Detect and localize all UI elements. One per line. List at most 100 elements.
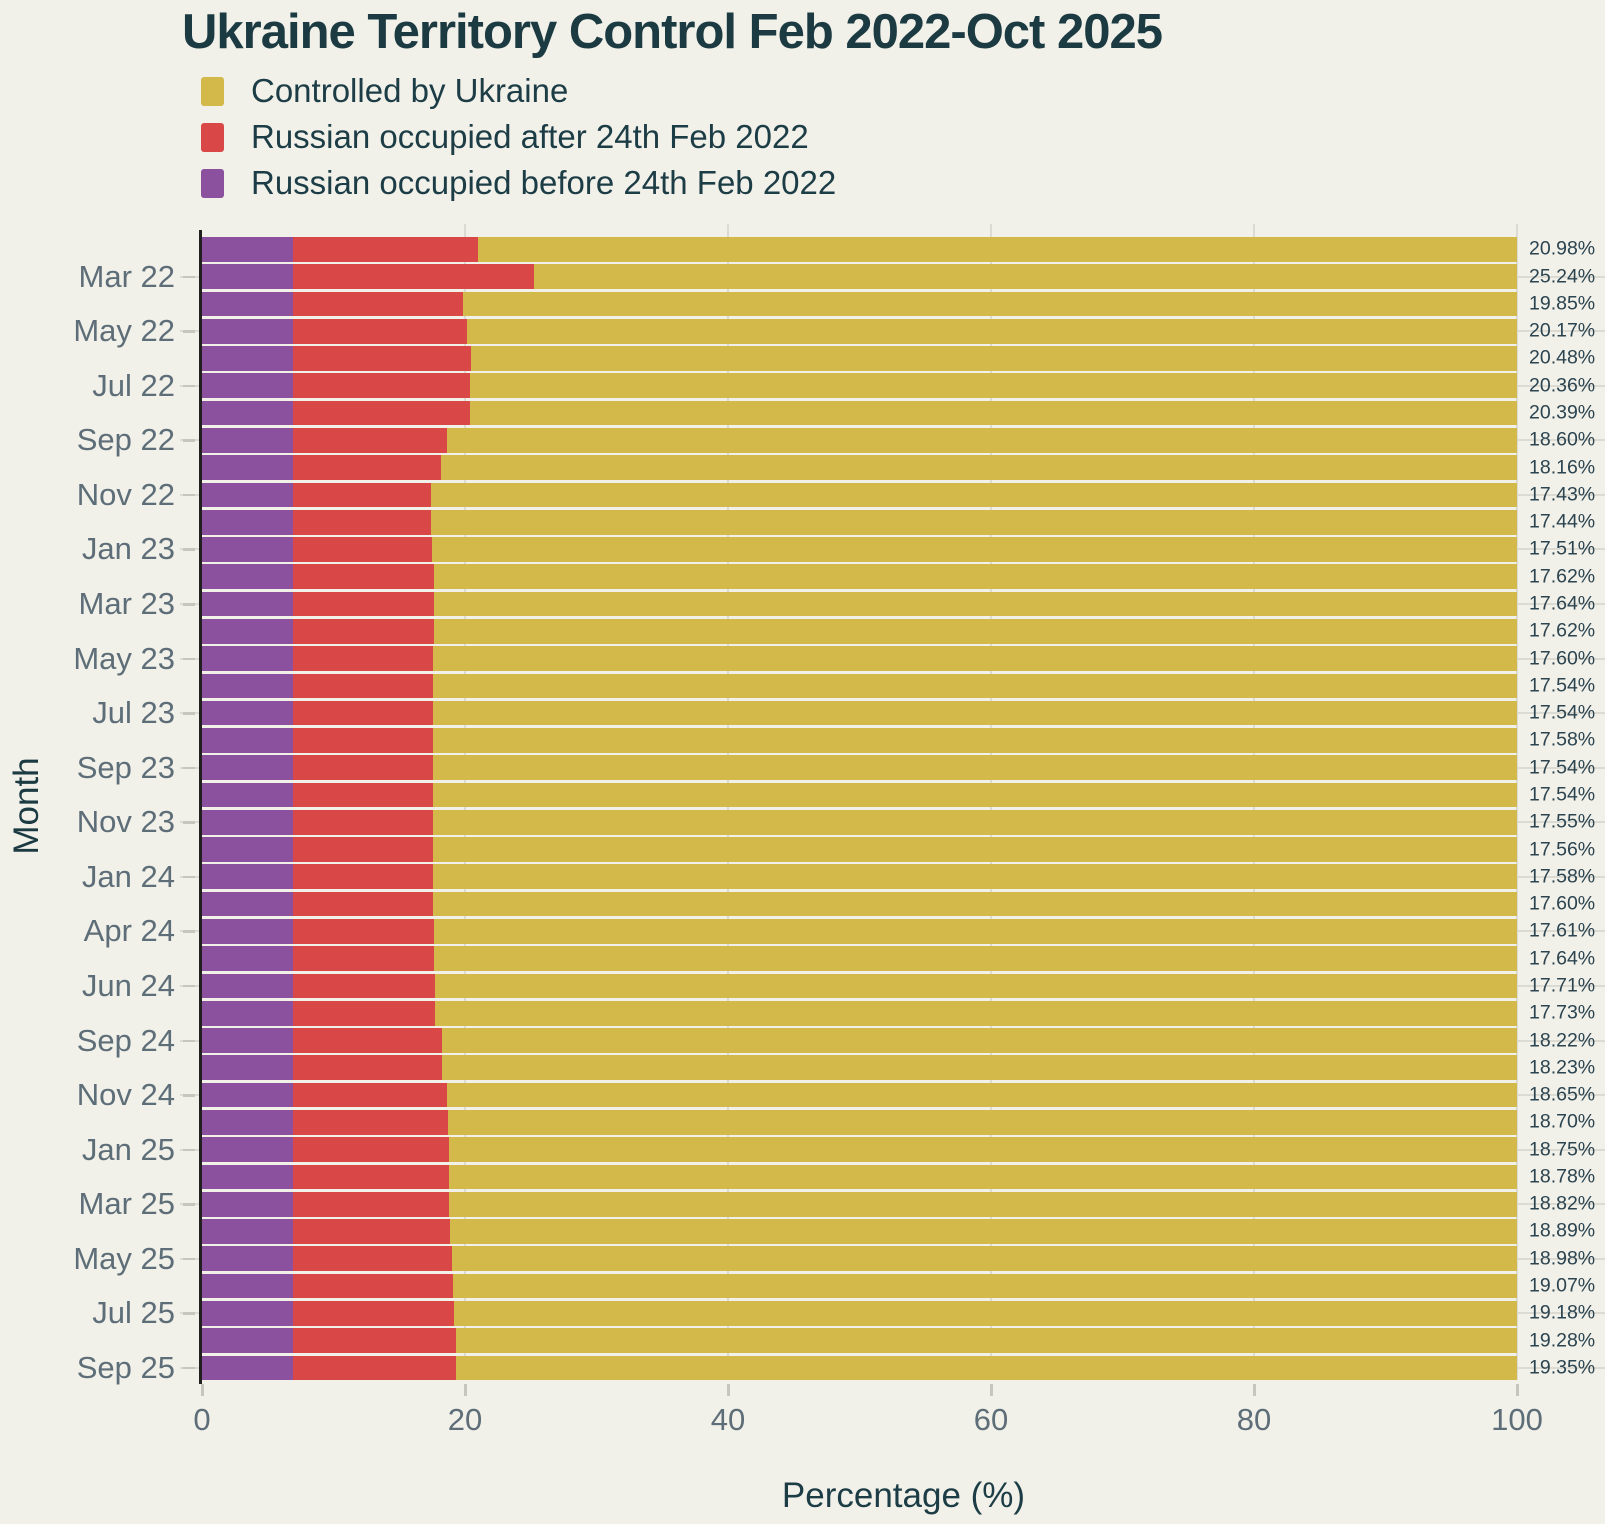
bar-segment-occupied-after [292, 400, 471, 426]
bar-segment-occupied-after [292, 291, 464, 317]
bar-row: Jan 25 18.75% [82, 1132, 1605, 1167]
bar-segment-ukraine [440, 455, 1517, 480]
stacked-bar [202, 700, 1517, 726]
y-tick-label: Sep 23 [76, 749, 175, 785]
stacked-bar [202, 237, 1517, 262]
bar-value-label: 17.56% [1529, 838, 1596, 861]
bar-value-label: 17.64% [1529, 947, 1596, 970]
bar-segment-occupied-after [292, 1055, 442, 1081]
bar-value-label: 25.24% [1529, 265, 1596, 288]
stacked-bar [202, 1000, 1517, 1026]
bar-segment-ukraine [450, 1219, 1517, 1244]
bar-segment-ukraine [434, 973, 1517, 999]
bar-value-label: 18.89% [1529, 1219, 1596, 1242]
bar-value-label: 20.17% [1529, 319, 1596, 342]
bar-row: Mar 25 18.82% [79, 1186, 1605, 1221]
bar-value-label: 17.62% [1529, 619, 1596, 642]
bar-value-label: 17.54% [1529, 756, 1596, 779]
stacked-bar [202, 1273, 1517, 1299]
bar-segment-occupied-before [202, 400, 293, 426]
bar-value-label: 17.62% [1529, 565, 1596, 588]
bar-segment-ukraine [433, 618, 1517, 644]
bar-row: 19.28% [202, 1328, 1595, 1353]
stacked-bar [202, 564, 1517, 590]
bar-segment-ukraine [432, 782, 1517, 808]
y-tick [183, 1312, 195, 1315]
bar-value-label: 19.35% [1529, 1356, 1596, 1379]
bar-segment-ukraine [431, 482, 1517, 508]
bar-segment-ukraine [433, 891, 1517, 917]
y-tick-label: Mar 25 [78, 1186, 175, 1222]
y-tick-label: Jul 22 [92, 367, 175, 403]
bar-segment-occupied-after [292, 237, 478, 262]
bar-segment-occupied-after [292, 264, 534, 289]
legend-label: Russian occupied before 24th Feb 2022 [251, 164, 837, 201]
y-tick [183, 1148, 195, 1152]
bar-segment-occupied-before [202, 591, 293, 617]
stacked-bar [202, 946, 1517, 971]
stacked-bar [202, 346, 1517, 371]
y-tick [183, 875, 195, 879]
bar-segment-occupied-after [292, 1110, 448, 1135]
bar-row: 17.54% [202, 782, 1595, 808]
bar-segment-occupied-before [202, 318, 293, 344]
bar-segment-ukraine [431, 509, 1517, 535]
stacked-bar [202, 673, 1517, 699]
bar-value-label: 18.75% [1529, 1138, 1596, 1161]
x-tick [1253, 1384, 1256, 1396]
bar-segment-occupied-before [202, 346, 293, 371]
stacked-bar [202, 509, 1517, 535]
bar-row: Sep 23 17.54% [77, 750, 1605, 785]
bar-segment-occupied-before [202, 373, 293, 399]
stacked-bar [202, 400, 1517, 426]
bar-row: Jan 23 17.51% [82, 531, 1605, 566]
bar-segment-occupied-after [292, 1219, 451, 1244]
bar-segment-occupied-after [292, 1082, 448, 1108]
x-tick [727, 1384, 730, 1396]
y-tick-label: Sep 22 [76, 422, 175, 458]
bar-value-label: 20.39% [1529, 401, 1596, 424]
bar-segment-occupied-before [202, 919, 293, 944]
bar-value-label: 19.28% [1529, 1329, 1596, 1352]
chart-title: Ukraine Territory Control Feb 2022-Oct 2… [182, 5, 1163, 59]
bar-value-label: 17.71% [1529, 974, 1596, 997]
stacked-bar [202, 373, 1517, 399]
bar-segment-occupied-after [292, 946, 434, 971]
bar-segment-ukraine [455, 1328, 1517, 1353]
bar-segment-occupied-before [202, 1191, 293, 1217]
stacked-bar [202, 1300, 1517, 1326]
bar-segment-occupied-before [202, 1164, 293, 1190]
y-tick-label: May 23 [73, 640, 175, 676]
stacked-bar [202, 264, 1517, 289]
stacked-bar [202, 755, 1517, 781]
bar-segment-occupied-after [292, 700, 433, 726]
bar-value-label: 17.64% [1529, 592, 1596, 615]
y-axis-line [199, 230, 202, 1384]
bar-segment-ukraine [448, 1137, 1517, 1162]
bar-row: 18.16% [202, 455, 1595, 480]
y-tick-label: Jul 25 [92, 1295, 175, 1331]
bar-row: May 22 20.17% [73, 313, 1605, 348]
stacked-bar [202, 482, 1517, 508]
stacked-bar [202, 1246, 1517, 1272]
bar-segment-occupied-after [292, 618, 434, 644]
x-axis-title: Percentage (%) [781, 1476, 1026, 1515]
bar-row: May 25 18.98% [73, 1241, 1605, 1276]
stacked-bar [202, 427, 1517, 453]
bar-segment-ukraine [441, 1055, 1517, 1081]
bar-segment-occupied-before [202, 237, 293, 262]
y-tick [183, 384, 195, 388]
y-tick [183, 548, 195, 551]
bar-row: Jul 25 19.18% [92, 1295, 1605, 1330]
y-tick [183, 330, 195, 333]
bar-value-label: 17.55% [1529, 810, 1596, 833]
bar-row: Mar 23 17.64% [79, 586, 1605, 621]
bar-segment-ukraine [447, 1110, 1517, 1135]
x-tick-label: 0 [193, 1402, 211, 1437]
bar-segment-ukraine [448, 1164, 1517, 1190]
bar-segment-ukraine [433, 919, 1517, 944]
bar-segment-occupied-before [202, 1000, 293, 1026]
stacked-bar [202, 1328, 1517, 1353]
legend-item-occupied-before: Russian occupied before 24th Feb 2022 [201, 164, 837, 201]
